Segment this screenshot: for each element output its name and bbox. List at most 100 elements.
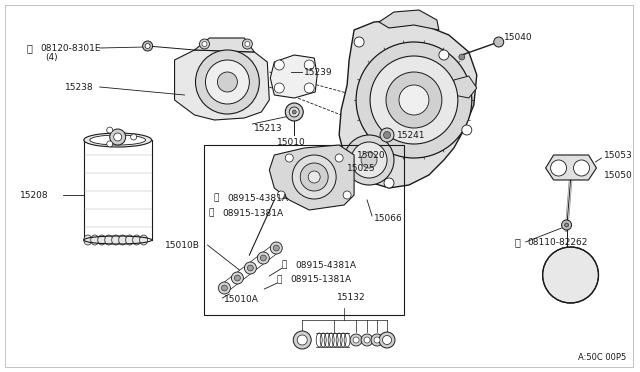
Circle shape (356, 42, 472, 158)
Circle shape (234, 275, 241, 281)
Circle shape (379, 332, 395, 348)
Circle shape (109, 129, 125, 145)
Circle shape (386, 72, 442, 128)
Text: 08110-82262: 08110-82262 (527, 237, 588, 247)
Text: Ⓜ: Ⓜ (276, 276, 282, 285)
Circle shape (244, 262, 257, 274)
Circle shape (107, 127, 113, 133)
Circle shape (292, 155, 336, 199)
Circle shape (270, 242, 282, 254)
Circle shape (145, 44, 150, 48)
Circle shape (399, 85, 429, 115)
Circle shape (564, 223, 568, 227)
Text: (4): (4) (45, 52, 58, 61)
Text: 15208: 15208 (20, 190, 49, 199)
Ellipse shape (84, 133, 152, 147)
Text: A:50C 00P5: A:50C 00P5 (578, 353, 627, 362)
Text: 15239: 15239 (304, 67, 333, 77)
Text: 15050: 15050 (604, 170, 632, 180)
Polygon shape (175, 50, 269, 120)
Circle shape (550, 160, 566, 176)
Text: 08915-1381A: 08915-1381A (291, 276, 351, 285)
Circle shape (353, 337, 359, 343)
Circle shape (260, 255, 266, 261)
Circle shape (493, 37, 504, 47)
Circle shape (243, 39, 252, 49)
Circle shape (543, 247, 598, 303)
Circle shape (218, 72, 237, 92)
Text: Ⓦ: Ⓦ (214, 193, 219, 202)
Circle shape (371, 334, 383, 346)
Circle shape (459, 54, 465, 60)
Circle shape (275, 83, 284, 93)
Ellipse shape (84, 235, 92, 245)
Ellipse shape (91, 235, 99, 245)
Circle shape (292, 110, 296, 114)
Circle shape (289, 107, 300, 117)
Circle shape (205, 60, 250, 104)
Circle shape (232, 272, 243, 284)
Text: Ⓦ: Ⓦ (282, 260, 287, 269)
Circle shape (573, 160, 589, 176)
Circle shape (374, 337, 380, 343)
Circle shape (202, 42, 207, 46)
Circle shape (439, 50, 449, 60)
Text: 08915-4381A: 08915-4381A (227, 193, 289, 202)
Ellipse shape (125, 235, 134, 245)
Text: 15213: 15213 (254, 124, 283, 132)
Text: 15010: 15010 (277, 138, 306, 147)
Circle shape (300, 163, 328, 191)
Circle shape (277, 191, 285, 199)
Polygon shape (269, 145, 354, 210)
Ellipse shape (105, 235, 113, 245)
Text: 15132: 15132 (337, 294, 366, 302)
Circle shape (304, 60, 314, 70)
Polygon shape (454, 76, 477, 98)
Text: 15053: 15053 (604, 151, 632, 160)
Circle shape (195, 50, 259, 114)
Circle shape (364, 337, 370, 343)
Circle shape (273, 245, 279, 251)
Polygon shape (195, 38, 254, 52)
Polygon shape (339, 20, 477, 188)
Circle shape (200, 39, 209, 49)
Circle shape (380, 128, 394, 142)
Polygon shape (546, 155, 596, 180)
Circle shape (107, 141, 113, 147)
Text: 08120-8301E: 08120-8301E (40, 44, 100, 52)
Text: 15238: 15238 (65, 83, 93, 92)
Text: Ⓑ: Ⓑ (515, 237, 520, 247)
Circle shape (351, 142, 387, 178)
Circle shape (285, 103, 303, 121)
Circle shape (383, 131, 390, 138)
Circle shape (245, 42, 250, 46)
Ellipse shape (90, 135, 146, 145)
Circle shape (361, 334, 373, 346)
Bar (204, 145, 404, 315)
Text: Ⓑ: Ⓑ (27, 43, 33, 53)
Circle shape (561, 220, 572, 230)
Circle shape (297, 335, 307, 345)
Circle shape (131, 134, 137, 140)
Text: 08915-1381A: 08915-1381A (223, 208, 284, 218)
Text: Ⓥ: Ⓥ (209, 208, 214, 218)
Circle shape (370, 56, 458, 144)
Text: 15010A: 15010A (225, 295, 259, 305)
Circle shape (350, 334, 362, 346)
Circle shape (462, 125, 472, 135)
Ellipse shape (140, 235, 148, 245)
Circle shape (293, 331, 311, 349)
Text: 15020: 15020 (357, 151, 386, 160)
Ellipse shape (112, 235, 120, 245)
Circle shape (361, 152, 377, 168)
Circle shape (221, 285, 227, 291)
Text: 15040: 15040 (504, 32, 532, 42)
Circle shape (335, 154, 343, 162)
Circle shape (257, 252, 269, 264)
Ellipse shape (98, 235, 106, 245)
Circle shape (275, 60, 284, 70)
Polygon shape (270, 55, 317, 98)
Circle shape (114, 133, 122, 141)
Text: 15010B: 15010B (164, 241, 200, 250)
Text: 08915-4381A: 08915-4381A (295, 260, 356, 269)
